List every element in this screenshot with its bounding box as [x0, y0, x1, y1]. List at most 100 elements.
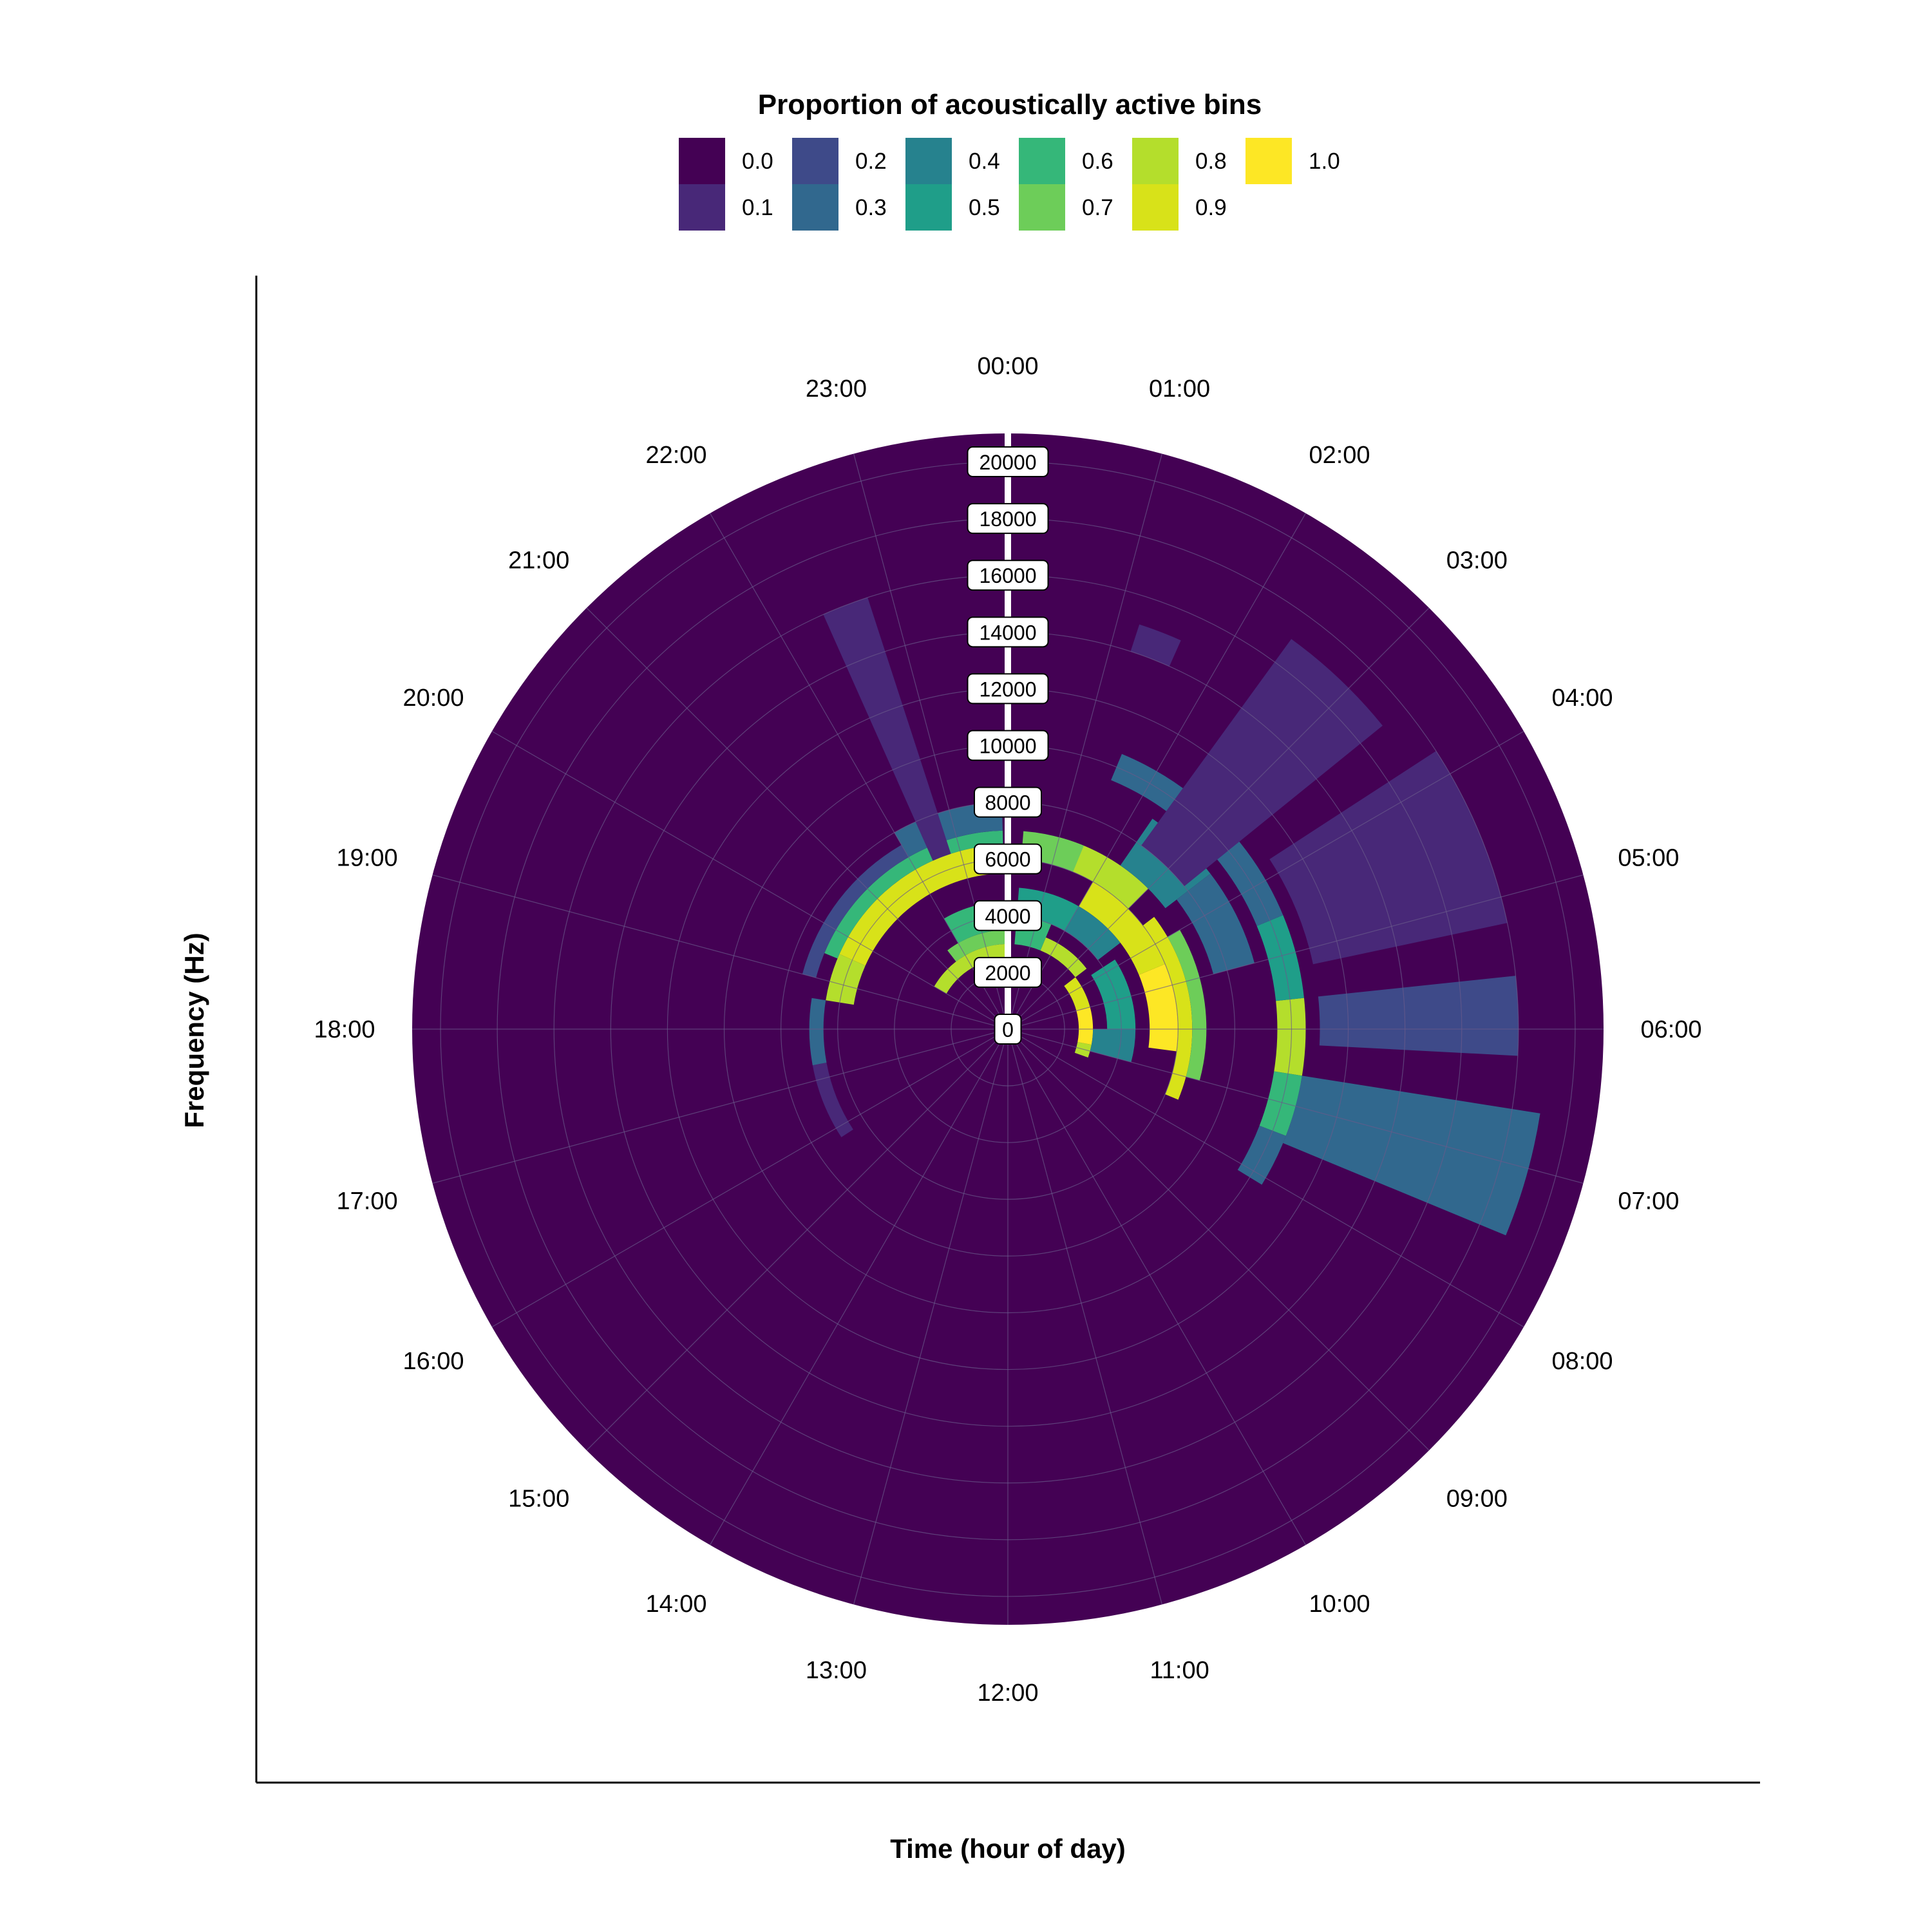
polar-plot-area: 00:00 01:00 02:00 03:00 04:00 05:00 06:00 07:00…	[314, 353, 1701, 1707]
frequency-label-box	[994, 1014, 1022, 1045]
frequency-label-box	[967, 503, 1049, 535]
hour-tick-label: 11:00	[1150, 1657, 1209, 1684]
frequency-tick-label: 20000	[980, 451, 1037, 474]
legend-items: 0.0 0.1 0.2 0.3 0.4 0.5 0.6 0.7 0.8 0.9 1.0	[679, 138, 1340, 231]
angular-gridline	[432, 1028, 1009, 1184]
legend-label: 0.8	[1195, 149, 1227, 174]
frequency-tick-label: 4000	[985, 905, 1030, 928]
frequency-tick-label: 2000	[985, 961, 1030, 985]
angular-gridline	[853, 1028, 1009, 1605]
legend-swatch	[792, 138, 838, 184]
legend-label: 0.6	[1082, 149, 1113, 174]
legend-swatch	[792, 184, 838, 231]
frequency-label-box	[967, 560, 1049, 591]
legend-label: 0.0	[742, 149, 773, 174]
y-axis-title: Frequency (Hz)	[179, 933, 209, 1128]
frequency-tick-label: 14000	[980, 621, 1037, 644]
heatmap-cell	[1091, 960, 1136, 1029]
heatmap-cell	[1074, 1042, 1092, 1058]
heatmap-cell	[1213, 835, 1283, 926]
heatmap-cell	[1141, 639, 1383, 887]
hour-tick-label: 05:00	[1618, 844, 1679, 871]
hour-tick-label: 21:00	[508, 547, 569, 574]
angular-gridline	[1007, 453, 1162, 1030]
frequency-label-box	[974, 956, 1042, 988]
heatmap-cell	[1177, 873, 1255, 974]
hour-tick-label: 22:00	[645, 442, 706, 469]
angular-gridline	[853, 453, 1009, 1030]
hour-tick-label: 23:00	[806, 375, 867, 402]
hour-tick-label: 00:00	[977, 353, 1038, 380]
heatmap-cell	[1016, 887, 1079, 931]
heatmap-cell	[1079, 882, 1166, 975]
angular-gridline	[586, 607, 1009, 1030]
angular-gridline	[1007, 875, 1584, 1030]
legend-title: Proportion of acoustically active bins	[758, 89, 1262, 120]
heatmap-cell	[802, 844, 909, 978]
frequency-label-box	[967, 446, 1049, 478]
legend-swatch	[1132, 138, 1179, 184]
hour-tick-label: 14:00	[645, 1591, 706, 1618]
frequency-tick-label: 8000	[985, 791, 1030, 815]
legend-label: 0.7	[1082, 195, 1113, 220]
hour-tick-label: 20:00	[402, 685, 464, 712]
heatmap-cell	[1076, 1007, 1094, 1045]
heatmap-cell	[1283, 1075, 1540, 1236]
heatmap-cell	[1130, 624, 1181, 667]
frequency-label-box	[967, 673, 1049, 705]
heatmap-cell	[812, 1063, 853, 1137]
hour-tick-label: 08:00	[1551, 1348, 1613, 1375]
legend-label: 0.2	[855, 149, 887, 174]
frequency-label-box	[967, 730, 1049, 761]
angular-gridline	[1007, 607, 1430, 1030]
frequency-tick-label: 18000	[980, 507, 1037, 531]
plot-axes	[255, 276, 1760, 1784]
legend-swatch	[1132, 184, 1179, 231]
hour-tick-label: 16:00	[402, 1348, 464, 1375]
legend-swatch	[905, 138, 952, 184]
hour-tick-label: 18:00	[314, 1016, 375, 1043]
heatmap-cell	[839, 844, 1004, 966]
angular-gridline	[491, 730, 1009, 1030]
legend-swatch	[679, 138, 725, 184]
hour-tick-label: 02:00	[1309, 442, 1370, 469]
angular-gridline	[1007, 1028, 1430, 1451]
heatmap-cell	[1021, 831, 1084, 872]
angular-gridline	[432, 875, 1009, 1030]
heatmap-cell	[1065, 906, 1121, 960]
frequency-tick-label: 10000	[980, 735, 1037, 758]
frequency-tick-labels: 0 2000 4000 6000 8000 10000 12000 14000 16000 180…	[967, 446, 1049, 1045]
legend-label: 0.1	[742, 195, 773, 220]
angular-gridline	[1007, 730, 1524, 1030]
legend-label: 1.0	[1309, 149, 1340, 174]
legend-label: 0.3	[855, 195, 887, 220]
legend: Proportion of acoustically active bins 0…	[679, 89, 1340, 231]
hour-tick-label: 01:00	[1149, 375, 1210, 402]
heatmap-cell	[824, 830, 1003, 959]
frequency-tick-label: 12000	[980, 677, 1037, 701]
frequency-label-box	[967, 616, 1049, 648]
hour-tick-label: 06:00	[1640, 1016, 1701, 1043]
heatmap-cell	[826, 954, 866, 1005]
hour-tick-label: 13:00	[806, 1657, 867, 1684]
heatmap-cell	[1274, 998, 1306, 1076]
frequency-label-box	[974, 786, 1042, 818]
heatmap-cell	[1064, 977, 1090, 1011]
hour-tick-label: 17:00	[337, 1188, 398, 1215]
frequency-tick-label: 0	[1002, 1018, 1014, 1041]
legend-label: 0.4	[969, 149, 1000, 174]
angular-gridline	[1007, 1028, 1524, 1328]
heatmap-cell	[1256, 915, 1304, 1001]
angular-gridline	[1007, 513, 1307, 1030]
hour-tick-labels: 00:00 01:00 02:00 03:00 04:00 05:00 06:00 07:00…	[314, 353, 1701, 1707]
frequency-label-box	[974, 900, 1042, 931]
heatmap-cell	[1318, 976, 1519, 1056]
legend-swatch	[679, 184, 725, 231]
angular-gridline	[709, 513, 1009, 1030]
heatmap-cell	[1259, 1071, 1302, 1136]
hour-tick-label: 03:00	[1446, 547, 1508, 574]
legend-swatch	[1245, 138, 1292, 184]
frequency-label-box	[974, 843, 1042, 875]
heatmap-cell	[823, 597, 951, 861]
